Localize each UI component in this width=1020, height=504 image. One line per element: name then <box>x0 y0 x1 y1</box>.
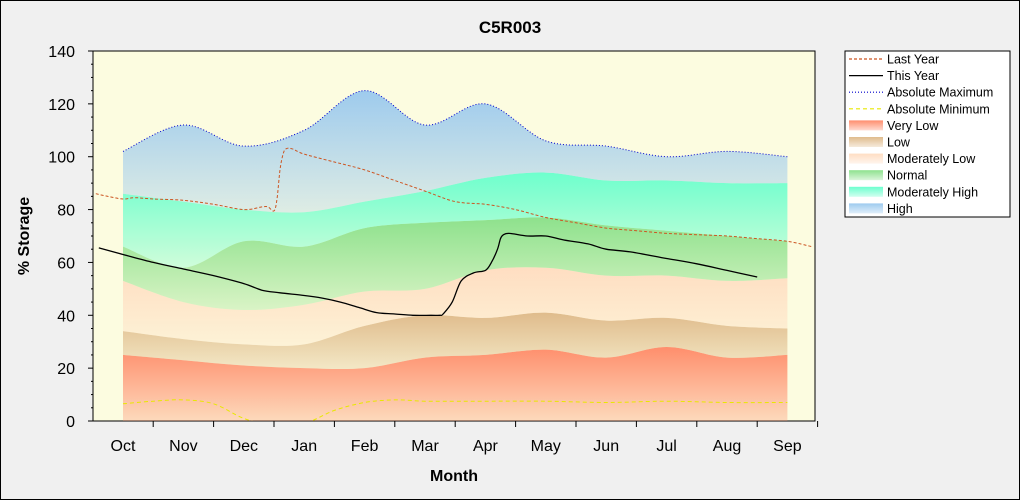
band-high <box>123 90 788 213</box>
y-axis-label: % Storage <box>16 197 33 275</box>
x-tick-label: Sep <box>773 438 802 455</box>
legend-swatch-moderately-low <box>849 153 883 164</box>
y-tick-label: 80 <box>57 203 75 220</box>
band-moderately-high <box>123 172 788 268</box>
line-this-year <box>98 232 758 317</box>
band-low <box>123 312 788 370</box>
legend-label-moderately-low: Moderately Low <box>887 152 976 166</box>
legend-label-low: Low <box>887 136 911 150</box>
x-axis-label: Month <box>430 468 478 485</box>
x-tick-label: May <box>531 438 561 455</box>
legend-label-very-low: Very Low <box>887 119 939 133</box>
legend-swatch-normal <box>849 170 883 181</box>
chart-title: C5R003 <box>479 18 541 37</box>
y-tick-label: 100 <box>48 150 75 167</box>
x-tick-label: Jan <box>291 438 317 455</box>
legend-swatch-moderately-high <box>849 186 883 197</box>
legend-label-absolute-maximum: Absolute Maximum <box>887 86 993 100</box>
line-absolute-minimum <box>122 399 788 421</box>
legend-label-normal: Normal <box>887 169 927 183</box>
x-tick-label: Jun <box>593 438 619 455</box>
x-tick-label: Apr <box>473 438 499 455</box>
x-tick-label: Oct <box>111 438 136 455</box>
legend-swatch-high <box>849 203 883 214</box>
y-tick-label: 120 <box>48 97 75 114</box>
band-moderately-low <box>123 267 788 346</box>
x-tick-label: Jul <box>656 438 676 455</box>
y-tick-label: 0 <box>66 414 75 431</box>
x-tick-label: Dec <box>230 438 258 455</box>
legend-label-absolute-minimum: Absolute Minimum <box>887 102 990 116</box>
legend-swatch-low <box>849 137 883 147</box>
band-normal <box>123 217 788 311</box>
legend: Last Year This Year Absolute Maximum Absolu… <box>844 50 1011 218</box>
legend-label-last-year: Last Year <box>887 53 939 67</box>
y-tick-label: 20 <box>57 361 75 378</box>
line-last-year <box>95 147 812 248</box>
x-tick-label: Aug <box>713 438 741 455</box>
x-tick-label: Nov <box>169 438 197 455</box>
legend-label-high: High <box>887 202 913 216</box>
legend-label-moderately-high: Moderately High <box>887 185 978 199</box>
legend-label-this-year: This Year <box>887 69 939 83</box>
series-layer <box>95 90 812 421</box>
x-tick-label: Feb <box>351 438 379 455</box>
axes: 0 20 40 60 80 100 120 140 Oct Nov Dec Jan Feb Mar Apr M… <box>48 44 819 455</box>
y-tick-label: 40 <box>57 308 75 325</box>
legend-swatch-very-low <box>849 120 883 131</box>
y-tick-label: 140 <box>48 44 75 61</box>
x-tick-label: Mar <box>411 438 439 455</box>
y-tick-label: 60 <box>57 255 75 272</box>
